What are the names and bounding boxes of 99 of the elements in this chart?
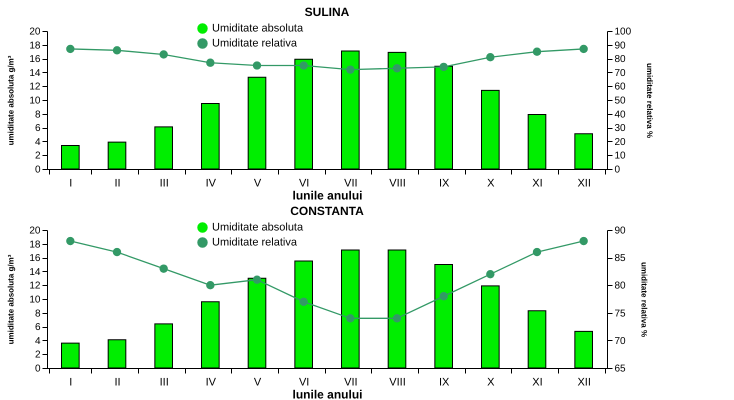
y2-axis-title: umiditate relativa % xyxy=(645,62,654,138)
y2-tick-label: 75 xyxy=(614,308,626,320)
y-tick-label: 10 xyxy=(29,294,41,306)
x-tick-label: VII xyxy=(344,178,358,190)
x-tick-label: XII xyxy=(577,178,591,190)
y2-tick-label: 70 xyxy=(614,336,626,347)
x-tick-label: V xyxy=(254,376,262,388)
point xyxy=(486,270,495,278)
y-tick-label: 4 xyxy=(34,136,41,148)
legend-label: Umiditate absoluta xyxy=(212,22,304,34)
y-tick-label: 6 xyxy=(34,322,41,334)
x-tick-label: VIII xyxy=(389,376,406,388)
y-tick-label: 14 xyxy=(29,266,41,278)
x-tick-label: IX xyxy=(438,178,450,190)
point xyxy=(66,236,75,246)
point xyxy=(579,44,588,54)
point xyxy=(392,314,402,322)
point xyxy=(532,48,542,56)
point xyxy=(299,298,308,306)
x-tick-label: IX xyxy=(438,376,450,388)
y-tick-label: 2 xyxy=(34,350,41,361)
y2-tick-label: 65 xyxy=(614,364,626,374)
point xyxy=(252,276,262,284)
y2-tick-label: 20 xyxy=(614,136,626,148)
y2-tick-label: 60 xyxy=(614,82,626,93)
x-tick-label: IV xyxy=(206,376,217,388)
y2-tick-label: 70 xyxy=(614,68,626,79)
y-tick-label: 18 xyxy=(29,239,41,250)
legend-label: Umiditate relativa xyxy=(212,236,298,248)
x-axis-title: lunile anului xyxy=(292,188,363,202)
y-tick-label: 0 xyxy=(34,364,41,374)
y-tick-label: 12 xyxy=(29,82,41,93)
y-tick-label: 6 xyxy=(34,123,41,134)
point xyxy=(206,281,215,290)
x-tick-label: VII xyxy=(344,376,358,388)
y-tick-label: 14 xyxy=(29,68,41,79)
x-tick-label: I xyxy=(69,376,72,388)
y2-tick-label: 30 xyxy=(614,123,626,134)
x-tick-label: II xyxy=(114,178,121,190)
y-tick-label: 20 xyxy=(29,226,41,236)
x-tick-label: I xyxy=(69,178,72,190)
y2-tick-label: 40 xyxy=(614,109,626,120)
chart-title: SULINA xyxy=(304,5,350,19)
x-tick-label: X xyxy=(487,376,496,388)
point xyxy=(392,64,402,72)
point xyxy=(532,248,542,256)
x-tick-label: IV xyxy=(206,178,217,190)
y2-tick-label: 0 xyxy=(614,164,620,176)
y2-tick-label: 90 xyxy=(614,226,626,236)
x-tick-label: VI xyxy=(298,178,310,190)
point xyxy=(66,44,75,54)
point xyxy=(439,292,448,300)
point xyxy=(159,264,168,273)
x-tick-label: II xyxy=(114,376,121,388)
x-tick-label: III xyxy=(160,376,169,388)
y-tick-label: 2 xyxy=(34,150,41,162)
x-tick-label: VI xyxy=(298,376,310,388)
y-axis-title: umiditate absoluta g/m³ xyxy=(6,254,16,344)
y2-tick-label: 50 xyxy=(614,96,626,106)
x-tick-label: XII xyxy=(577,376,591,388)
x-tick-label: XI xyxy=(532,178,543,190)
legend-label: Umiditate absoluta xyxy=(212,222,304,234)
y-tick-label: 10 xyxy=(29,96,41,106)
point xyxy=(112,248,122,256)
x-tick-label: V xyxy=(254,178,262,190)
x-axis-title: lunile anului xyxy=(292,388,363,400)
y2-tick-label: 100 xyxy=(614,26,632,38)
y2-tick-label: 10 xyxy=(614,150,626,162)
x-tick-label: VIII xyxy=(389,178,406,190)
point xyxy=(579,236,588,246)
point xyxy=(206,58,215,67)
point xyxy=(346,314,355,322)
point xyxy=(159,50,168,59)
chart-title: CONSTANTA xyxy=(290,204,364,218)
y-tick-label: 8 xyxy=(34,308,41,320)
x-tick-label: XI xyxy=(532,376,543,388)
y2-tick-label: 80 xyxy=(614,280,626,292)
point xyxy=(112,46,122,54)
y2-tick-label: 90 xyxy=(614,40,626,52)
y2-tick-label: 85 xyxy=(614,253,626,264)
point xyxy=(252,61,262,70)
y2-axis-title: umiditate relativa % xyxy=(640,262,649,338)
x-tick-label: III xyxy=(160,178,169,190)
y-tick-label: 4 xyxy=(34,336,41,347)
y-tick-label: 18 xyxy=(29,40,41,52)
y-tick-label: 16 xyxy=(29,253,41,264)
x-tick-label: X xyxy=(487,178,496,190)
y-tick-label: 0 xyxy=(34,164,41,176)
y2-tick-label: 80 xyxy=(614,54,626,66)
point xyxy=(486,53,495,62)
point xyxy=(346,65,355,74)
point xyxy=(299,61,308,70)
legend-label: Umiditate relativa xyxy=(212,38,298,50)
y-tick-label: 12 xyxy=(29,280,41,292)
y-tick-label: 20 xyxy=(29,26,41,38)
y-axis-title: umiditate absoluta g/m³ xyxy=(6,55,16,146)
y-tick-label: 8 xyxy=(34,109,41,120)
y-tick-label: 16 xyxy=(29,54,41,66)
point xyxy=(439,62,448,72)
